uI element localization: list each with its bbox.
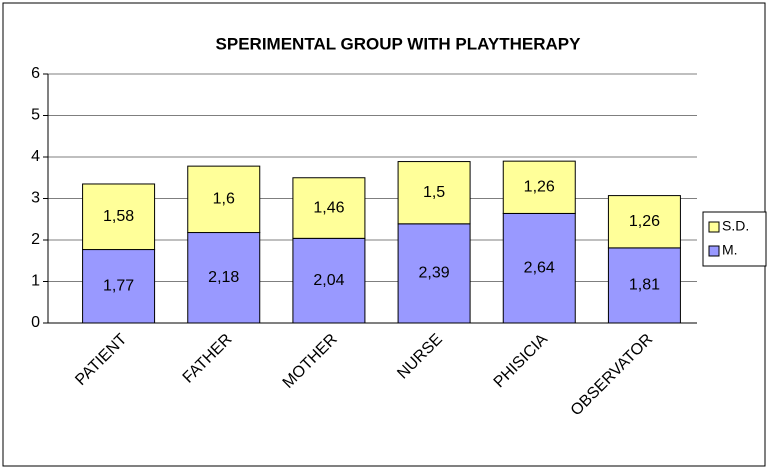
bar-segment [187, 232, 261, 324]
data-label: 1,77 [103, 277, 134, 294]
y-tick-label: 1 [31, 273, 40, 290]
bar-segment [502, 160, 576, 214]
bar-segment [292, 177, 366, 239]
data-label: 1,6 [213, 191, 235, 208]
bar-segment [502, 212, 576, 324]
y-tick-label: 5 [31, 107, 40, 124]
bar-segment [397, 161, 471, 225]
y-tick-label: 6 [31, 65, 40, 82]
legend-swatch [708, 245, 720, 257]
data-label: 1,46 [313, 199, 344, 216]
data-label: 1,26 [524, 179, 555, 196]
data-label: 2,04 [313, 272, 344, 289]
bar-segment [607, 195, 681, 249]
y-tick-label: 0 [31, 314, 40, 331]
data-label: 1,81 [629, 277, 660, 294]
bar-segment [292, 237, 366, 324]
data-label: 1,26 [629, 213, 660, 230]
bar-segment [82, 183, 156, 251]
chart-title: SPERIMENTAL GROUP WITH PLAYTHERAPY [216, 34, 582, 53]
legend-box [702, 211, 767, 267]
bar-segment [82, 249, 156, 324]
y-tick-label: 2 [31, 231, 40, 248]
data-label: 2,64 [524, 259, 555, 276]
y-tick-label: 3 [31, 190, 40, 207]
legend-label: M. [722, 242, 738, 258]
data-label: 2,39 [419, 265, 450, 282]
data-label: 1,58 [103, 208, 134, 225]
legend-label: S.D. [722, 218, 749, 234]
legend-swatch [708, 221, 720, 233]
bar-segment [607, 247, 681, 324]
bar-segment [397, 223, 471, 324]
bar-segment [187, 165, 261, 234]
data-label: 1,5 [423, 184, 445, 201]
data-label: 2,18 [208, 269, 239, 286]
y-tick-label: 4 [31, 148, 40, 165]
